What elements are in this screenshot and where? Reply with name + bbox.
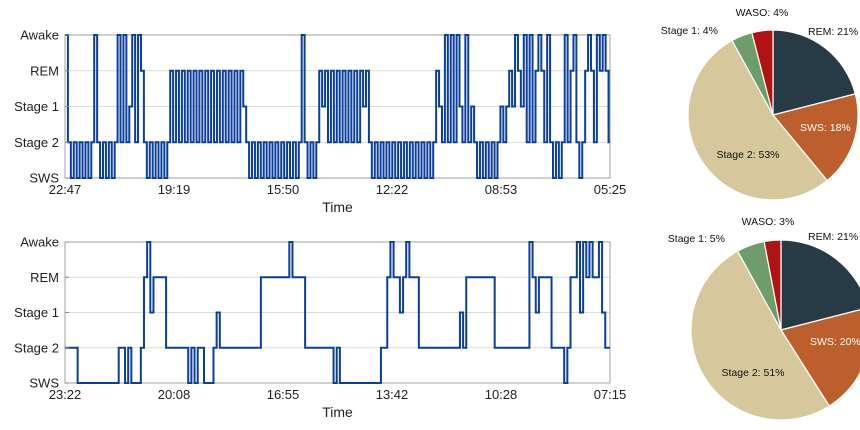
pie-slice-label: Stage 2: 51% [721, 367, 784, 379]
y-tick-label: Stage 2 [14, 135, 59, 150]
y-tick-label: Stage 1 [14, 305, 59, 320]
pie-slice-rem [780, 239, 860, 331]
hypnogram-top: SWS Stage 2 Stage 1 REM Awake 22:47 19:19 15:50… [14, 28, 626, 216]
x-tick-label: 19:19 [158, 182, 191, 197]
pie-slice-label: Stage 1: 4% [661, 25, 718, 37]
pie-chart-bottom: REM: 21% SWS: 20% Stage 2: 51% Stage 1: 5% W… [668, 216, 860, 421]
x-tick-label: 20:08 [158, 387, 191, 402]
pie-slice-stage-2 [690, 250, 831, 421]
pie-slice-sws [771, 93, 859, 182]
x-axis-label: Time [322, 404, 353, 420]
pie-slice-label: Stage 2: 53% [716, 149, 779, 161]
hypnogram-bottom: SWS Stage 2 Stage 1 REM Awake 23:22 20:08 16:55… [14, 235, 626, 421]
pie-slice-label: WASO: 3% [742, 216, 795, 228]
x-tick-label: 07:15 [594, 387, 627, 402]
pie-slice-stage-2 [687, 39, 829, 201]
y-tick-label: Awake [20, 28, 59, 43]
x-tick-label: 05:25 [594, 182, 627, 197]
x-tick-label: 23:22 [49, 387, 82, 402]
x-tick-label: 12:22 [376, 182, 409, 197]
y-tick-label: Stage 1 [14, 99, 59, 114]
pie-slice-waso [763, 239, 782, 331]
x-tick-label: 15:50 [267, 182, 300, 197]
pie-slice-waso [751, 29, 774, 116]
pie-slice-label: WASO: 4% [736, 7, 789, 19]
y-tick-label: REM [30, 270, 59, 285]
hypnogram-line [65, 34, 610, 179]
x-tick-label: 16:55 [267, 387, 300, 402]
pie-slice-sws [780, 309, 860, 407]
y-tick-label: Stage 2 [14, 340, 59, 355]
x-tick-label: 13:42 [376, 387, 409, 402]
y-tick-label: SWS [29, 376, 59, 391]
pie-chart-top: REM: 21% SWS: 18% Stage 2: 53% Stage 1: 4% W… [661, 7, 859, 201]
pie-slice-label: Stage 1: 5% [668, 233, 725, 245]
pie-slice-label: SWS: 20% [810, 336, 860, 348]
pie-slice-label: REM: 21% [808, 231, 858, 243]
y-tick-label: SWS [29, 171, 59, 186]
pie-slice-label: SWS: 18% [800, 122, 851, 134]
pie-slice-rem [772, 29, 857, 116]
y-tick-label: REM [30, 63, 59, 78]
x-tick-label: 22:47 [49, 182, 82, 197]
y-tick-label: Awake [20, 235, 59, 250]
pie-slice-label: REM: 21% [808, 26, 858, 38]
x-tick-label: 10:28 [485, 387, 518, 402]
x-tick-label: 08:53 [485, 182, 518, 197]
hypnogram-line [65, 241, 610, 384]
x-axis-label: Time [322, 199, 353, 215]
